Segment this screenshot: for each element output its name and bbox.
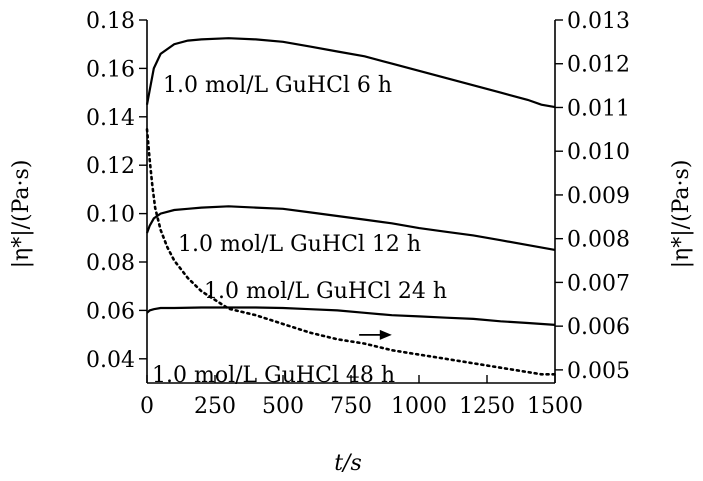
series-line-4 xyxy=(145,128,557,376)
y-tick-label: 0.06 xyxy=(86,299,135,324)
y2-tick-label: 0.008 xyxy=(567,228,630,253)
series-label-3: 1.0 mol/L GuHCl 24 h xyxy=(204,279,447,304)
series-labels: 1.0 mol/L GuHCl 6 h 1.0 mol/L GuHCl 12 h 1… xyxy=(152,73,447,388)
series-line-1 xyxy=(145,37,556,109)
y2-tick-label: 0.012 xyxy=(567,53,630,78)
y-tick-label: 0.08 xyxy=(86,251,135,276)
y2-tick-label: 0.007 xyxy=(567,271,630,296)
series-line-2 xyxy=(145,205,556,251)
series-label-2: 1.0 mol/L GuHCl 12 h xyxy=(178,232,421,257)
x-tick-label: 500 xyxy=(262,394,304,419)
series-label-1: 1.0 mol/L GuHCl 6 h xyxy=(163,73,392,98)
y2-tick-label: 0.010 xyxy=(567,140,630,165)
x-tick-label: 750 xyxy=(330,394,372,419)
x-tick-label: 1500 xyxy=(527,394,583,419)
tick-marks xyxy=(139,19,563,384)
x-tick-label: 0 xyxy=(140,394,154,419)
y-tick-label: 0.18 xyxy=(86,9,135,34)
series-lines xyxy=(145,37,557,376)
y-tick-label: 0.04 xyxy=(86,348,135,373)
arrow-head xyxy=(379,329,392,340)
x-axis-title: t/s xyxy=(334,451,362,476)
y-tick-label: 0.16 xyxy=(86,57,135,82)
y2-tick-label: 0.009 xyxy=(567,184,630,209)
y2-tick-label: 0.005 xyxy=(567,359,630,384)
y-tick-label: 0.14 xyxy=(86,106,135,131)
x-tick-label: 250 xyxy=(194,394,236,419)
y-tick-label: 0.10 xyxy=(86,203,135,228)
tick-labels: 0 250 500 750 1000 1250 1500 0.04 0.06 0.08 0.10 0.… xyxy=(86,9,630,419)
y-axis-title-right: |η*|/(Pa·s) xyxy=(669,160,694,269)
y2-tick-label: 0.006 xyxy=(567,315,630,340)
x-tick-label: 1250 xyxy=(459,394,515,419)
axis-titles: t/s |η*|/(Pa·s) |η*|/(Pa·s) xyxy=(9,160,694,476)
x-tick-label: 1000 xyxy=(391,394,447,419)
series-label-4: 1.0 mol/L GuHCl 48 h xyxy=(152,363,395,388)
series-line-3 xyxy=(146,306,556,326)
y2-tick-label: 0.011 xyxy=(567,96,630,121)
y2-tick-label: 0.013 xyxy=(567,9,630,34)
y-axis-title-left: |η*|/(Pa·s) xyxy=(9,160,34,269)
annotations xyxy=(359,329,392,340)
y-tick-label: 0.12 xyxy=(86,154,135,179)
